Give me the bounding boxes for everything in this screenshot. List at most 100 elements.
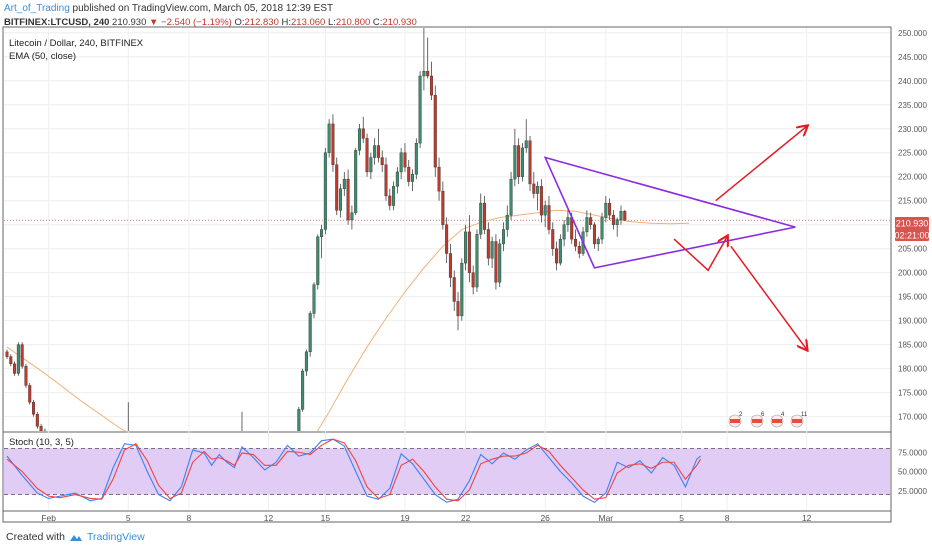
candle-body	[354, 150, 358, 213]
candle-body	[615, 219, 619, 225]
candle-body	[619, 211, 623, 221]
candle-body	[369, 157, 373, 173]
candle-body	[528, 140, 532, 185]
symmetric-triangle	[543, 156, 796, 269]
time-tick-label: 19	[400, 513, 410, 523]
stoch-legend[interactable]: Stoch (10, 3, 5)	[9, 437, 74, 448]
low-value: 210.800	[335, 17, 371, 28]
candle-body	[460, 262, 464, 317]
candle-body	[39, 426, 43, 431]
event-count: 2	[739, 412, 743, 418]
candle-body	[433, 94, 437, 168]
candle-body	[16, 344, 20, 374]
price-tick-label: 185.000	[898, 341, 927, 350]
candle-body	[342, 178, 346, 189]
stoch-tick-label: 25.0000	[898, 487, 927, 496]
time-tick-label: 5	[126, 513, 131, 523]
candle-body	[350, 212, 354, 221]
candle-body	[448, 253, 452, 278]
price-tick-label: 250.000	[898, 29, 927, 38]
last-price-tag	[895, 217, 929, 229]
candle-body	[498, 243, 502, 283]
time-tick-label: Mar	[598, 513, 613, 523]
candle-body	[551, 229, 555, 249]
tradingview-brand[interactable]: TradingView	[86, 531, 145, 543]
candle-body	[357, 128, 361, 151]
open-label: O:	[234, 17, 245, 28]
candle-body	[475, 234, 479, 288]
candle-body	[623, 211, 627, 221]
candle-body	[505, 214, 509, 230]
candle-body	[445, 224, 449, 254]
candle-body	[373, 145, 377, 158]
event-count: 4	[781, 412, 785, 418]
candle-body	[414, 142, 418, 175]
candle-body	[456, 301, 460, 317]
ema-50-line	[6, 209, 690, 431]
candle-body	[490, 241, 494, 259]
price-tick-label: 235.000	[898, 101, 927, 110]
candles	[5, 28, 627, 431]
time-tick-label: 8	[725, 513, 730, 523]
stoch-tick-label: 75.0000	[898, 448, 927, 457]
close-value: 210.930	[382, 17, 417, 28]
candle-body	[376, 145, 380, 158]
candle-body	[327, 123, 331, 153]
footer: Created with TradingView	[6, 531, 145, 543]
candle-body	[585, 217, 589, 233]
last-price-value: 210.930	[896, 219, 929, 229]
symbol-name[interactable]: BITFINEX:LTCUSD, 240	[4, 17, 110, 28]
breakout-up-arrow	[715, 126, 807, 202]
candle-body	[517, 145, 521, 177]
event-count: 11	[801, 412, 808, 418]
candle-body	[513, 145, 517, 180]
time-tick-label: 8	[187, 513, 192, 523]
candle-body	[483, 202, 487, 230]
candle-body	[388, 195, 392, 206]
candle-body	[501, 229, 505, 245]
high-label: H:	[281, 17, 292, 28]
price-tick-label: 175.000	[898, 389, 927, 398]
publish-info: published on TradingView.com, March 05, …	[69, 3, 334, 14]
event-markers: 2 6 4 11	[728, 412, 808, 428]
candle-body	[308, 313, 312, 353]
tradingview-logo-icon	[69, 534, 82, 541]
candle-body	[411, 174, 415, 182]
candle-body	[5, 351, 9, 357]
price-tick-label: 200.000	[898, 269, 927, 278]
candle-body	[403, 152, 407, 168]
price-tick-label: 225.000	[898, 149, 927, 158]
event-flag-stripe	[792, 419, 802, 423]
candle-body	[577, 246, 581, 254]
candle-body	[547, 205, 551, 230]
candle-body	[479, 202, 483, 235]
candle-body	[365, 138, 369, 173]
ema-legend[interactable]: EMA (50, close)	[9, 51, 77, 62]
price-tick-label: 205.000	[898, 245, 927, 254]
candle-body	[28, 385, 32, 403]
candle-body	[539, 186, 543, 216]
candle-body	[339, 188, 343, 211]
series-title[interactable]: Litecoin / Dollar, 240, BITFINEX	[9, 38, 144, 49]
candle-body	[323, 152, 327, 230]
candle-body	[20, 344, 24, 367]
price-tick-label: 170.000	[898, 413, 927, 422]
candle-body	[301, 370, 305, 410]
candle-body	[494, 241, 498, 283]
price-tick-label: 215.000	[898, 197, 927, 206]
price-tick-label: 195.000	[898, 293, 927, 302]
candle-body	[392, 186, 396, 206]
stoch-line-1	[6, 438, 702, 502]
time-tick-label: 26	[540, 513, 550, 523]
candle-body	[486, 229, 490, 259]
stoch-line-0	[6, 438, 701, 503]
candle-body	[600, 217, 604, 240]
publish-line: Art_of_Trading published on TradingView.…	[4, 3, 333, 14]
candle-body	[592, 224, 596, 245]
candle-body	[464, 231, 468, 264]
candle-body	[407, 166, 411, 182]
candle-body	[297, 409, 301, 431]
author-link[interactable]: Art_of_Trading	[4, 3, 70, 14]
candle-body	[558, 238, 562, 264]
